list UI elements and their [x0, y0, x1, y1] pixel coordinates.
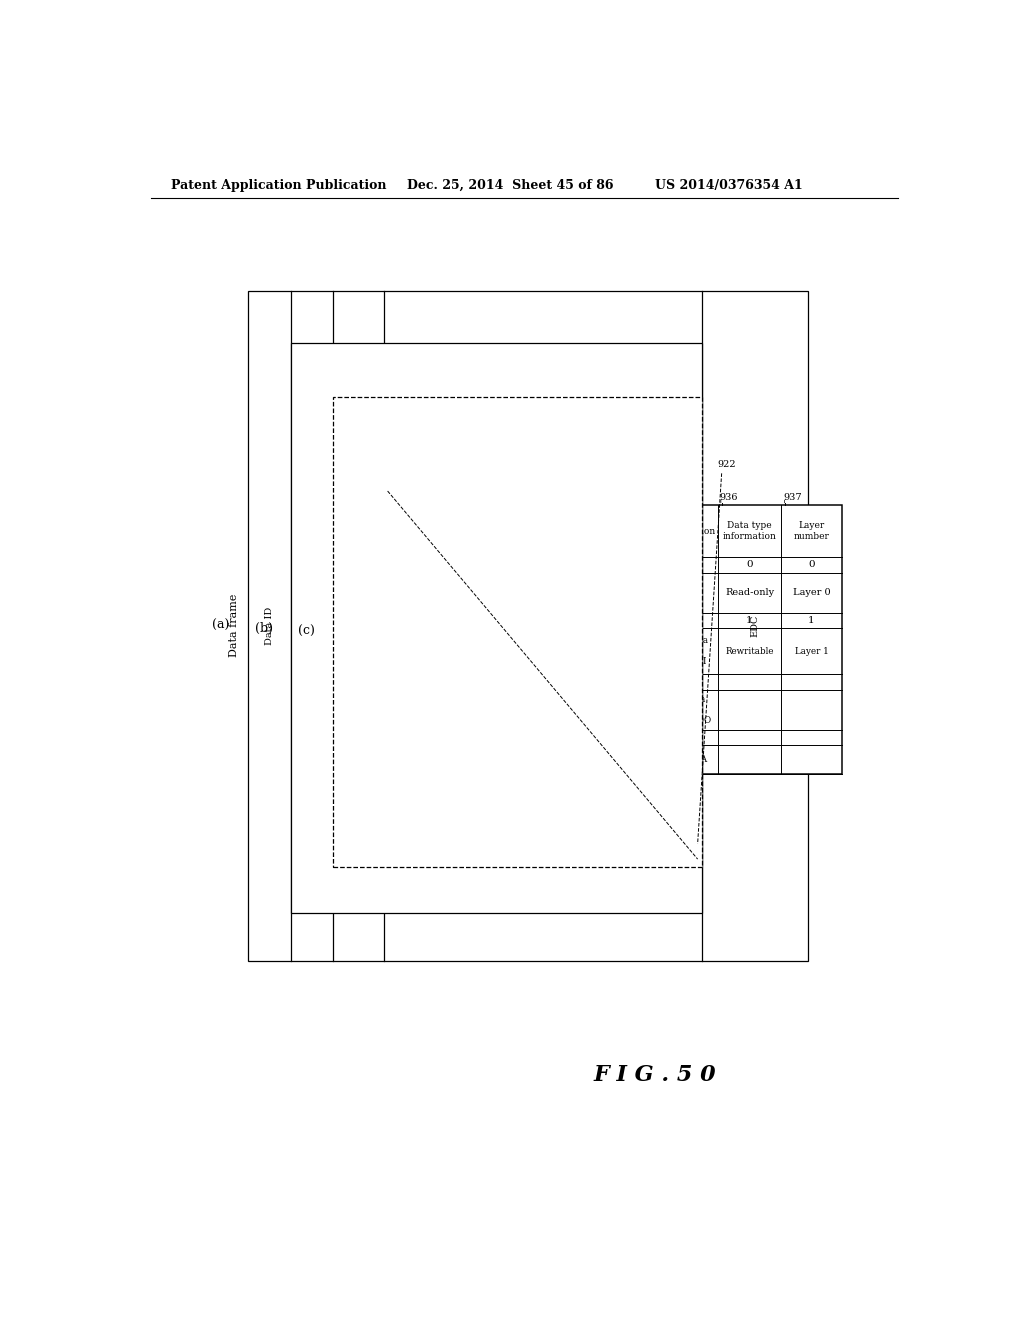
Text: 934: 934	[549, 492, 567, 502]
Text: Read-only: Read-only	[725, 589, 774, 597]
Text: Layer 1: Layer 1	[795, 647, 828, 656]
Text: 0: 0	[407, 561, 414, 569]
Text: Data ID: Data ID	[265, 607, 274, 645]
Text: Rewritable: Rewritable	[725, 647, 774, 656]
Text: 0: 0	[460, 561, 466, 569]
Bar	[384, 506, 842, 775]
Text: Data frame information: Data frame information	[489, 558, 503, 698]
Bar	[248, 290, 808, 961]
Text: 933: 933	[490, 492, 509, 502]
Text: 932: 932	[438, 492, 457, 502]
Text: 01: 01	[657, 616, 671, 624]
Text: Layer 0: Layer 0	[793, 589, 830, 597]
Text: Data frame: Data frame	[229, 594, 240, 657]
Text: Data lead-out area
DTLDO or system
lead-out area SYLDO: Data lead-out area DTLDO or system lead-…	[617, 694, 711, 725]
Text: 40% or
less: 40% or less	[502, 642, 535, 661]
Text: Real time
(AV) data: Real time (AV) data	[558, 642, 600, 661]
Text: 1: 1	[808, 616, 815, 624]
Text: Data frame number (= physical sector number): Data frame number (= physical sector num…	[513, 513, 522, 750]
Text: 922: 922	[718, 459, 736, 469]
Text: Area type information: Area type information	[613, 527, 715, 536]
Text: 10: 10	[657, 677, 671, 686]
Text: (a): (a)	[212, 619, 229, 632]
Text: 1: 1	[407, 616, 414, 624]
Text: Data area DTA: Data area DTA	[628, 589, 700, 597]
Text: EDC: EDC	[751, 615, 759, 638]
Text: Dec. 25, 2014  Sheet 45 of 86: Dec. 25, 2014 Sheet 45 of 86	[407, 178, 613, 191]
Text: (c): (c)	[298, 626, 314, 639]
Bar	[334, 397, 701, 867]
Text: 936: 936	[719, 492, 738, 502]
Text: Recording type
information: Recording type information	[544, 521, 614, 541]
Text: 1: 1	[575, 616, 583, 624]
Text: Data type
information: Data type information	[723, 521, 776, 541]
Text: Tracking
method: Tracking method	[442, 521, 483, 541]
Text: Patent Application Publication: Patent Application Publication	[171, 178, 386, 191]
Text: 0: 0	[808, 561, 815, 569]
Text: Zone: Zone	[399, 647, 421, 656]
Text: 0: 0	[746, 561, 753, 569]
Text: 1: 1	[460, 616, 466, 624]
Text: Main data
D0 to D2047: Main data D0 to D2047	[532, 594, 552, 657]
Text: Reserved
RSV: Reserved RSV	[349, 603, 369, 649]
Text: 937: 937	[783, 492, 802, 502]
Text: 931: 931	[385, 492, 403, 502]
Text: General data: General data	[547, 589, 611, 597]
Text: 11: 11	[657, 733, 671, 742]
Text: CLV: CLV	[400, 589, 420, 597]
Text: Reflection
factor of
recording film: Reflection factor of recording film	[485, 516, 551, 546]
Text: 1: 1	[515, 616, 521, 624]
Text: F I G . 5 0: F I G . 5 0	[594, 1064, 717, 1085]
Text: 40% or
more: 40% or more	[501, 583, 536, 602]
Text: 0: 0	[515, 561, 521, 569]
Text: System lead-in area
SYLDI or data
lead-in area DTLDI: System lead-in area SYLDI or data lead-i…	[621, 636, 709, 667]
Bar	[291, 343, 701, 913]
Text: Format type: Format type	[382, 527, 438, 536]
Text: Pit-
compatible: Pit- compatible	[435, 583, 490, 602]
Text: Layer
number: Layer number	[794, 521, 829, 541]
Text: Groove-
compatible: Groove- compatible	[438, 642, 487, 661]
Text: 1: 1	[746, 616, 753, 624]
Text: 00: 00	[657, 561, 671, 569]
Text: IED: IED	[307, 616, 316, 635]
Text: Middle area MDA: Middle area MDA	[622, 755, 707, 764]
Text: (d): (d)	[347, 634, 366, 647]
Text: US 2014/0376354 A1: US 2014/0376354 A1	[655, 178, 803, 191]
Text: (b): (b)	[255, 622, 272, 635]
Text: 921: 921	[384, 478, 402, 487]
Text: 935: 935	[612, 492, 631, 502]
Text: 0: 0	[575, 561, 583, 569]
